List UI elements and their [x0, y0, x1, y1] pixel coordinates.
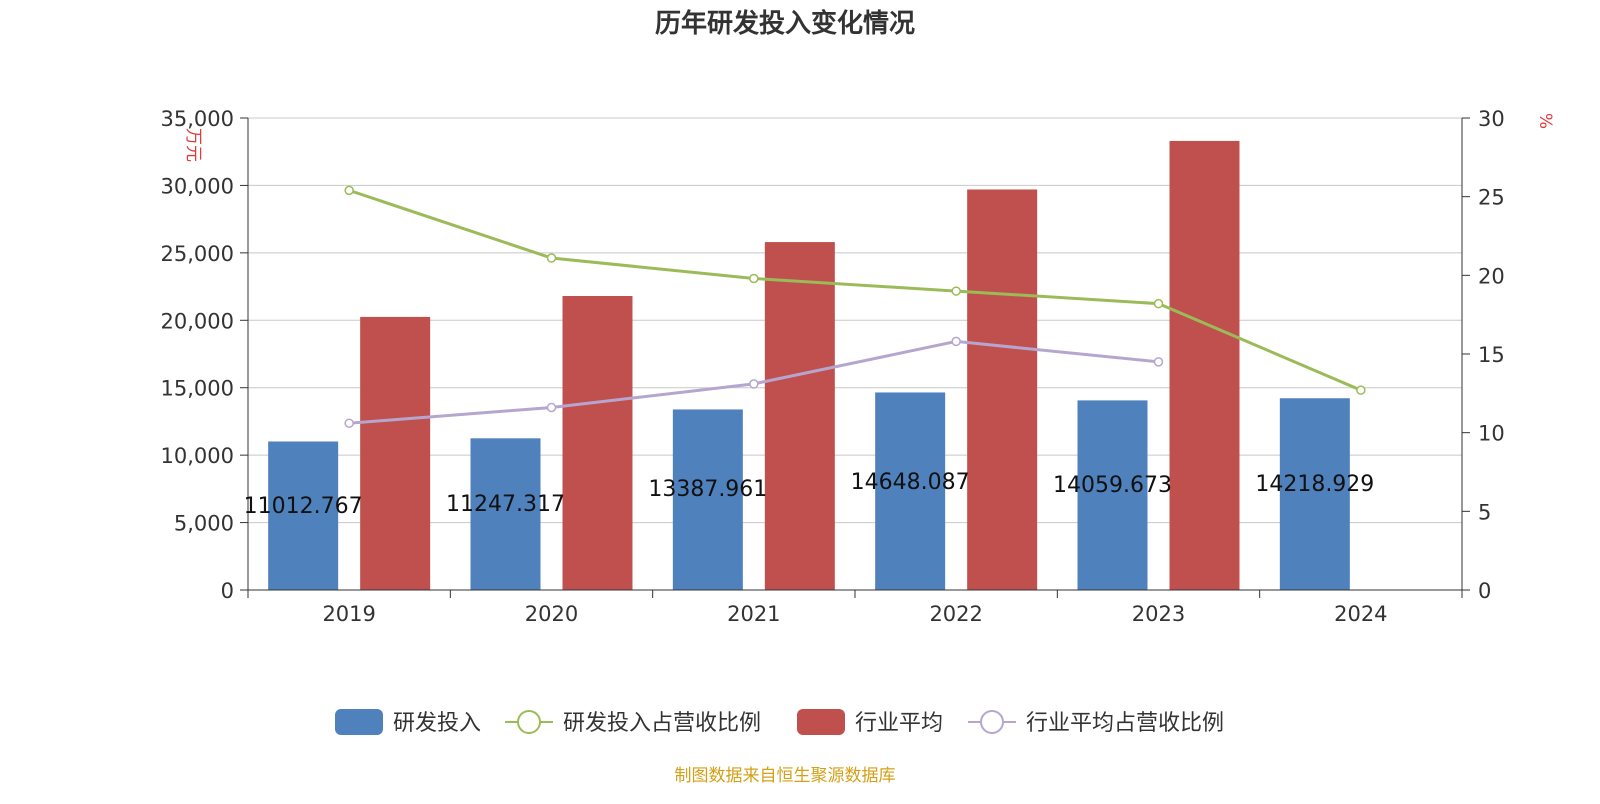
- y-right-tick-label: 5: [1478, 500, 1491, 524]
- source-note: 制图数据来自恒生聚源数据库: [675, 766, 896, 786]
- line-point: [344, 418, 354, 428]
- legend-label: 行业平均占营收比例: [1026, 711, 1224, 736]
- bar-rd-investment: [672, 409, 743, 590]
- legend-label: 研发投入: [393, 711, 481, 736]
- y-left-tick-label: 5,000: [174, 512, 234, 536]
- bar-data-label: 14648.087: [851, 470, 970, 495]
- bars: [268, 140, 1350, 590]
- x-tick-label: 2023: [1132, 602, 1185, 626]
- bar-industry-average: [562, 296, 633, 590]
- x-tick-label: 2022: [929, 602, 982, 626]
- data-labels: 11012.767 11247.317 13387.961 14648.087 1405…: [244, 470, 1375, 519]
- legend-label: 行业平均: [855, 711, 943, 736]
- y-right-tick-label: 25: [1478, 186, 1505, 210]
- chart-title: 历年研发投入变化情况: [655, 8, 915, 39]
- y-right-axis-label: %: [1535, 113, 1555, 129]
- y-right-tick-label: 15: [1478, 343, 1505, 367]
- line-point: [1153, 357, 1164, 367]
- y-right-tick-label: 20: [1478, 264, 1505, 288]
- bar-data-label: 14218.929: [1255, 472, 1374, 497]
- y-left-tick-label: 15,000: [161, 377, 234, 401]
- line-point: [951, 336, 961, 347]
- line-point: [749, 379, 759, 389]
- legend-swatch-bar: [797, 709, 845, 735]
- y-left-tick-label: 25,000: [161, 242, 234, 266]
- bar-data-label: 13387.961: [648, 477, 767, 502]
- series-line: [348, 188, 1362, 392]
- series-lines: [344, 185, 1366, 428]
- y-left-tick-label: 0: [221, 579, 234, 603]
- axes: 0 5,000 10,000 15,000 20,000 25,000 30,000 35,0…: [161, 107, 1505, 626]
- line-point: [546, 402, 557, 413]
- y-left-tick-label: 35,000: [161, 107, 234, 131]
- bar-data-label: 11012.767: [244, 494, 363, 519]
- y-right-tick-label: 10: [1478, 422, 1505, 446]
- bar-rd-investment: [875, 392, 946, 590]
- line-point: [1356, 385, 1366, 395]
- grid-lines: [248, 117, 1462, 524]
- y-left-tick-label: 30,000: [161, 174, 234, 198]
- line-point: [749, 273, 759, 284]
- bar-rd-investment: [1279, 398, 1350, 590]
- bar-industry-average: [764, 242, 835, 590]
- bar-rd-investment: [268, 441, 339, 590]
- line-point: [344, 185, 354, 196]
- bar-rd-investment: [1077, 400, 1148, 590]
- x-tick-label: 2020: [525, 602, 578, 626]
- legend-swatch-marker: [517, 710, 541, 734]
- legend-label: 研发投入占营收比例: [563, 711, 761, 736]
- bar-data-label: 14059.673: [1053, 473, 1172, 498]
- y-right-tick-label: 30: [1478, 107, 1505, 131]
- bar-rd-investment: [470, 438, 541, 590]
- bar-data-label: 11247.317: [446, 492, 565, 517]
- y-left-tick-label: 20,000: [161, 309, 234, 333]
- line-point: [546, 253, 557, 263]
- x-tick-label: 2021: [727, 602, 780, 626]
- bar-industry-average: [360, 316, 431, 590]
- legend-swatch-marker: [980, 710, 1004, 734]
- x-tick-label: 2024: [1334, 602, 1387, 626]
- y-left-tick-label: 10,000: [161, 444, 234, 468]
- y-left-axis-label: 万元: [183, 128, 203, 162]
- line-point: [1153, 298, 1164, 309]
- x-tick-label: 2019: [322, 602, 375, 626]
- legend-swatch-bar: [335, 709, 383, 735]
- y-right-tick-label: 0: [1478, 579, 1491, 603]
- bar-industry-average: [967, 189, 1038, 590]
- line-point: [951, 286, 961, 296]
- bar-industry-average: [1169, 140, 1240, 590]
- legend: 研发投入 研发投入占营收比例 行业平均 行业平均占营收比例: [335, 709, 1224, 736]
